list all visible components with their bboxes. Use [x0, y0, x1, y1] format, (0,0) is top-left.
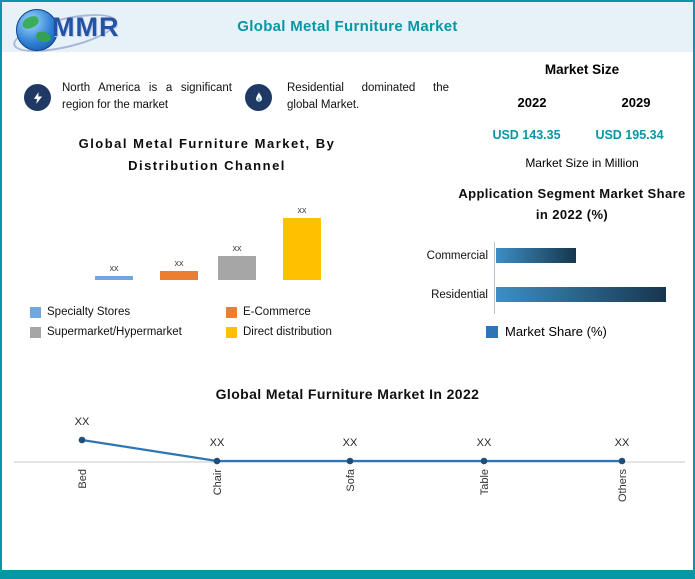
bar-specialty-stores: xx: [92, 200, 136, 280]
callout-north-america: North America is a significant region fo…: [62, 82, 232, 112]
marker-table: [480, 457, 488, 465]
point-label: XX: [210, 437, 225, 449]
logo-text: MMR: [52, 12, 120, 42]
legend-swatch: [226, 326, 237, 338]
legend-swatch: [226, 306, 237, 318]
header-band: [2, 2, 693, 52]
bar: [160, 271, 198, 280]
marker-chair: [213, 457, 221, 465]
legend-swatch: [30, 326, 41, 338]
hbar-label-residential: Residential: [431, 289, 488, 301]
legend-label: Specialty Stores: [47, 306, 131, 318]
hbar-label-commercial: Commercial: [426, 250, 488, 262]
legend-label: E-Commerce: [243, 306, 311, 318]
x-label-sofa: Sofa: [345, 468, 357, 492]
market-share-legend-swatch: [486, 325, 498, 338]
market-share-legend: Market Share (%): [486, 324, 607, 339]
page-title: Global Metal Furniture Market: [237, 18, 458, 35]
point-label: XX: [615, 437, 630, 449]
x-label-chair: Chair: [212, 469, 224, 496]
distribution-legend: Specialty Stores E-Commerce Supermarket/…: [30, 306, 375, 338]
market-size-year-2022: 2022: [517, 95, 547, 110]
bar: [283, 218, 321, 280]
bar-value-label: xx: [297, 205, 307, 215]
bar-direct-distribution: xx: [280, 200, 324, 280]
market-size-note: Market Size in Million: [525, 156, 639, 170]
legend-item: Direct distribution: [226, 326, 375, 338]
application-chart-title: Application Segment Market Share in 2022…: [458, 186, 686, 222]
marker-others: [618, 457, 626, 465]
distribution-chart-plot: xx xx xx xx: [60, 200, 345, 280]
market-size-title: Market Size: [544, 62, 620, 77]
bar: [218, 256, 256, 280]
bar-value-label: xx: [174, 258, 184, 268]
marker-bed: [78, 436, 86, 444]
distribution-chart-title: Global Metal Furniture Market, By Distri…: [78, 136, 336, 174]
globe-icon: [16, 9, 58, 51]
globe-land: [20, 14, 41, 31]
line-chart-title: Global Metal Furniture Market In 2022: [215, 386, 480, 402]
lightning-glyph: [33, 91, 42, 104]
legend-label: Supermarket/Hypermarket: [47, 326, 182, 338]
market-size-year-2029: 2029: [621, 95, 651, 110]
x-label-bed: Bed: [77, 469, 89, 489]
bar-value-label: xx: [109, 263, 119, 273]
bar-value-label: xx: [232, 243, 242, 253]
legend-swatch: [30, 306, 41, 318]
x-label-others: Others: [617, 469, 629, 503]
flame-glyph: [255, 91, 262, 102]
point-label: XX: [477, 437, 492, 449]
legend-item: E-Commerce: [226, 306, 375, 318]
lightning-icon: [24, 84, 51, 111]
application-chart-axis: [494, 242, 495, 314]
legend-label: Direct distribution: [243, 326, 332, 338]
x-label-table: Table: [479, 469, 491, 495]
bottom-accent-bar: [2, 570, 693, 577]
marker-sofa: [346, 457, 354, 465]
hbar-commercial: [496, 248, 576, 263]
market-share-legend-label: Market Share (%): [505, 324, 607, 339]
application-chart-plot: Commercial Residential: [400, 242, 685, 314]
line-chart: XX XX XX XX XX Bed Chair Sofa Table Othe…: [14, 416, 685, 503]
point-label: XX: [343, 437, 358, 449]
market-size-value-2029: USD 195.34: [595, 128, 664, 142]
hbar-residential: [496, 287, 666, 302]
callout-residential: Residential dominated the global Market.: [287, 82, 449, 112]
point-label: XX: [75, 416, 90, 428]
globe-land: [35, 30, 52, 44]
flame-icon: [245, 84, 272, 111]
legend-item: Supermarket/Hypermarket: [30, 326, 226, 338]
mmr-logo: MMR: [9, 5, 142, 60]
legend-item: Specialty Stores: [30, 306, 226, 318]
bar-supermarket: xx: [215, 200, 259, 280]
bar: [95, 276, 133, 280]
bar-e-commerce: xx: [157, 200, 201, 280]
market-size-value-2022: USD 143.35: [492, 128, 561, 142]
